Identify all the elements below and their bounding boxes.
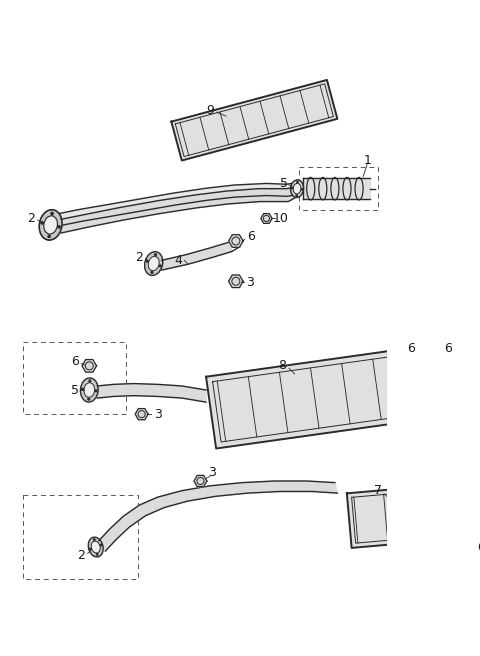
Ellipse shape xyxy=(290,180,303,197)
Circle shape xyxy=(291,188,293,189)
Ellipse shape xyxy=(84,382,95,398)
Circle shape xyxy=(58,226,60,228)
Circle shape xyxy=(90,548,91,550)
Text: 5: 5 xyxy=(280,176,288,190)
Text: 2: 2 xyxy=(135,251,143,264)
Text: 5: 5 xyxy=(71,384,79,396)
Circle shape xyxy=(41,222,43,224)
Text: 3: 3 xyxy=(154,407,162,420)
Polygon shape xyxy=(171,80,337,161)
Text: 7: 7 xyxy=(373,484,382,497)
Circle shape xyxy=(82,388,84,390)
Polygon shape xyxy=(228,235,243,247)
Ellipse shape xyxy=(80,378,98,402)
Polygon shape xyxy=(97,384,206,402)
Text: 6: 6 xyxy=(477,541,480,554)
Circle shape xyxy=(296,195,297,196)
Ellipse shape xyxy=(88,537,103,557)
Circle shape xyxy=(48,236,50,237)
Text: 2: 2 xyxy=(77,548,85,562)
Polygon shape xyxy=(82,359,96,372)
Circle shape xyxy=(159,265,161,267)
Text: 2: 2 xyxy=(27,212,35,225)
Circle shape xyxy=(100,544,102,546)
Circle shape xyxy=(89,380,91,382)
Polygon shape xyxy=(194,476,207,487)
Polygon shape xyxy=(99,481,337,551)
Polygon shape xyxy=(206,348,423,449)
Polygon shape xyxy=(454,541,468,553)
Ellipse shape xyxy=(144,252,163,276)
Circle shape xyxy=(94,539,95,541)
Polygon shape xyxy=(347,482,480,548)
Polygon shape xyxy=(162,242,232,270)
Polygon shape xyxy=(428,354,443,367)
Polygon shape xyxy=(261,214,272,223)
Ellipse shape xyxy=(39,210,62,240)
Circle shape xyxy=(146,260,148,262)
Circle shape xyxy=(301,189,302,190)
Text: 10: 10 xyxy=(273,212,289,225)
Circle shape xyxy=(51,213,53,215)
Polygon shape xyxy=(135,409,148,420)
Circle shape xyxy=(155,254,156,256)
Polygon shape xyxy=(228,275,243,287)
Text: 9: 9 xyxy=(206,104,214,117)
Circle shape xyxy=(96,554,98,555)
Ellipse shape xyxy=(91,541,100,553)
Text: 6: 6 xyxy=(444,342,452,355)
Circle shape xyxy=(95,390,97,392)
Polygon shape xyxy=(420,368,464,394)
Text: 6: 6 xyxy=(71,356,79,368)
Circle shape xyxy=(88,398,90,400)
Polygon shape xyxy=(395,354,409,367)
Text: 4: 4 xyxy=(174,254,182,267)
Polygon shape xyxy=(60,183,298,225)
Ellipse shape xyxy=(293,184,301,194)
Polygon shape xyxy=(61,187,297,233)
Ellipse shape xyxy=(148,256,159,271)
Text: 1: 1 xyxy=(363,154,371,167)
Circle shape xyxy=(151,272,153,274)
Text: 8: 8 xyxy=(278,359,287,373)
Text: 6: 6 xyxy=(408,342,415,355)
Ellipse shape xyxy=(44,216,58,234)
Text: 3: 3 xyxy=(246,276,254,289)
Circle shape xyxy=(297,181,298,182)
Text: 3: 3 xyxy=(208,466,216,480)
Text: 6: 6 xyxy=(247,230,255,243)
Polygon shape xyxy=(303,178,370,199)
